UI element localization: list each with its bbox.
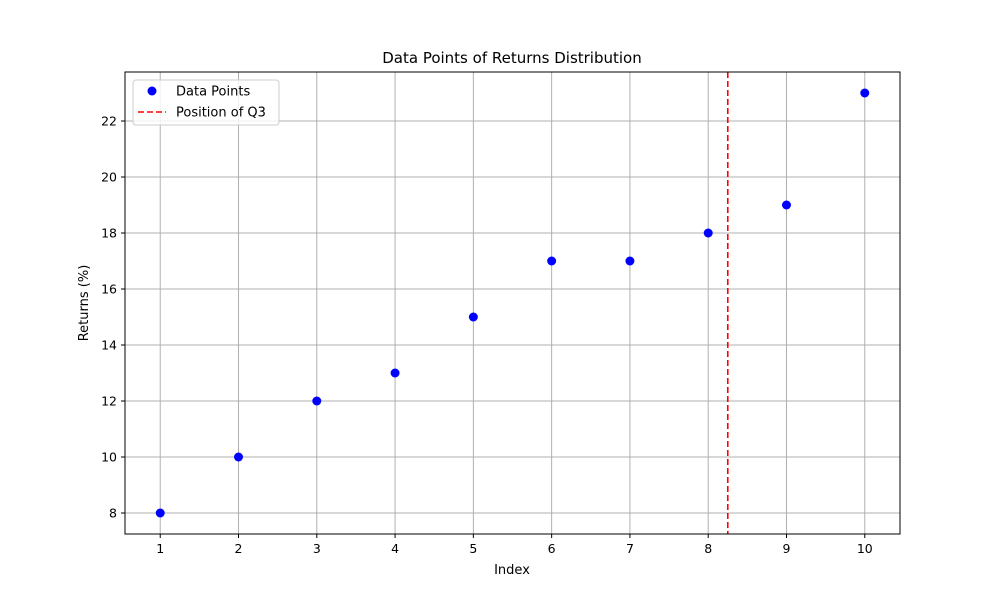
y-tick-label: 22 xyxy=(101,114,117,129)
data-point xyxy=(468,312,478,322)
x-tick-label: 9 xyxy=(783,541,791,556)
data-point xyxy=(703,228,713,238)
data-point xyxy=(155,508,165,518)
y-tick-label: 20 xyxy=(101,170,117,185)
x-axis-label: Index xyxy=(494,563,530,578)
y-tick-label: 12 xyxy=(101,394,117,409)
data-point xyxy=(625,256,635,266)
data-point xyxy=(860,88,870,98)
y-tick-label: 16 xyxy=(101,282,117,297)
legend-box xyxy=(132,79,280,126)
y-tick-label: 14 xyxy=(101,338,117,353)
y-axis-label: Returns (%) xyxy=(77,265,92,342)
x-tick-label: 2 xyxy=(235,541,243,556)
data-point xyxy=(390,368,400,378)
legend-label-data-points: Data Points xyxy=(176,85,250,100)
chart-title: Data Points of Returns Distribution xyxy=(382,49,642,67)
data-point xyxy=(234,452,244,462)
x-tick-label: 7 xyxy=(626,541,634,556)
x-tick-label: 8 xyxy=(704,541,712,556)
x-tick-label: 6 xyxy=(548,541,556,556)
plot-area-frame xyxy=(124,71,901,535)
legend: Data Points Position of Q3 xyxy=(132,79,280,126)
grid-layer xyxy=(125,72,900,534)
data-point xyxy=(547,256,557,266)
points-layer xyxy=(155,88,870,518)
x-tick-label: 5 xyxy=(469,541,477,556)
data-point xyxy=(312,396,322,406)
x-tick-label: 3 xyxy=(313,541,321,556)
x-tick-label: 10 xyxy=(857,541,873,556)
y-tick-label: 10 xyxy=(101,450,117,465)
x-tick-label: 4 xyxy=(391,541,399,556)
legend-marker-data-points xyxy=(147,86,157,96)
legend-label-q3: Position of Q3 xyxy=(176,106,266,121)
y-tick-label: 18 xyxy=(101,226,117,241)
y-tick-label: 8 xyxy=(109,506,117,521)
x-tick-label: 1 xyxy=(156,541,164,556)
data-point xyxy=(781,200,791,210)
